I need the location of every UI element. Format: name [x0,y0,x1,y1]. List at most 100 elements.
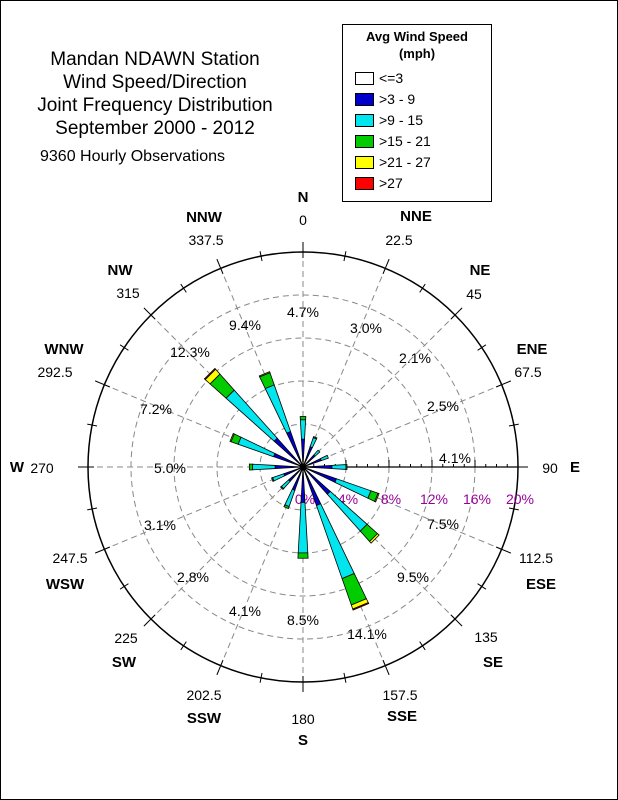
wind-bar-segment [352,602,370,611]
minor-tick [477,344,487,351]
wind-bar-segment [271,477,275,482]
direction-angle-label: 180 [291,711,315,727]
legend-label: >15 - 21 [379,133,431,149]
minor-tick [508,507,519,511]
direction-angle-label: 135 [474,629,498,645]
chart-title: Mandan NDAWN Station Wind Speed/Directio… [20,48,290,140]
legend-swatch [355,177,374,190]
radial-tick-label: 12% [420,491,448,507]
direction-angle-label: 202.5 [186,687,221,703]
direction-name-label: E [570,459,580,476]
direction-percent-label: 3.0% [350,320,382,336]
direction-percent-label: 8.5% [287,612,319,628]
direction-tick [143,614,156,627]
wind-bar-segment [345,464,348,470]
direction-tick [382,258,390,275]
legend-label: >27 [379,175,403,191]
direction-tick [382,659,390,676]
direction-percent-label: 9.4% [229,317,261,333]
direction-percent-label: 9.5% [397,569,429,585]
legend-label: >9 - 15 [379,112,423,128]
direction-name-label: N [298,189,309,206]
title-line: September 2000 - 2012 [55,118,255,139]
direction-name-label: W [10,459,25,476]
direction-percent-label: 2.5% [427,398,459,414]
minor-tick [419,641,426,651]
direction-name-label: ENE [517,341,548,358]
direction-percent-label: 14.1% [347,626,387,642]
minor-tick [119,344,129,351]
direction-name-label: S [298,732,308,749]
legend-title-line: Avg Wind Speed [366,29,468,44]
legend-swatch [355,72,374,85]
direction-percent-label: 7.2% [140,401,172,417]
direction-angle-label: 247.5 [52,550,87,566]
wind-bar-segment [299,416,307,421]
wind-bar-segment [248,463,253,471]
direction-angle-label: 225 [114,630,138,646]
direction-angle-label: 112.5 [519,550,553,566]
legend-label: <=3 [379,70,404,86]
direction-tick [450,614,463,627]
minor-tick [419,283,426,293]
minor-tick [180,283,187,293]
spoke-line [302,384,502,468]
legend-swatch [355,114,374,127]
minor-tick [87,423,98,427]
direction-percent-label: 3.1% [144,517,176,533]
wind-bar-segment [319,454,329,462]
minor-tick [508,423,519,427]
direction-angle-label: 67.5 [514,364,541,380]
wind-bar-segment [264,384,292,434]
minor-tick [119,583,129,590]
wind-bar-segment [369,533,380,544]
title-line: Wind Speed/Direction [63,72,247,93]
direction-name-label: SSW [187,710,222,727]
legend-label: >3 - 9 [379,91,416,107]
direction-name-label: ESE [526,576,556,593]
wind-bar-segment [331,464,347,470]
direction-tick [94,380,111,388]
legend-title-line: (mph) [398,46,436,61]
title-line: Mandan NDAWN Station [50,49,260,70]
minor-tick [87,507,98,511]
minor-tick [180,641,187,651]
direction-angle-label: 292.5 [37,364,72,380]
spoke-line [104,466,304,550]
direction-name-label: NE [470,262,491,279]
spoke-line [150,466,304,620]
minor-tick [259,672,263,683]
wind-bar-segment [313,449,321,457]
direction-percent-label: 2.1% [399,350,431,366]
legend: Avg Wind Speed (mph) <=3 >3 - 9 >9 - 15 >15… [342,24,492,202]
wind-bar-segment [284,488,296,508]
direction-name-label: NNW [186,209,223,226]
direction-angle-label: 157.5 [382,687,417,703]
wind-bar-segment [312,436,318,440]
direction-tick [495,380,512,388]
minor-tick [343,672,347,683]
radial-tick-label: 16% [463,491,491,507]
direction-percent-label: 12.3% [170,344,210,360]
wind-bar-segment [301,438,305,465]
direction-angle-label: 90 [542,460,558,476]
direction-tick [94,546,111,554]
direction-percent-label: 4.7% [287,304,319,320]
spoke-line [302,268,386,468]
spoke-line [302,314,456,468]
direction-name-label: NNE [400,208,432,225]
minor-tick [477,583,487,590]
direction-angle-label: 337.5 [188,232,223,248]
direction-percent-label: 7.5% [427,516,459,532]
direction-angle-label: 315 [116,285,140,301]
wind-bar-segment [299,419,307,440]
direction-name-label: WNW [44,341,84,358]
legend-swatch [355,93,374,106]
observation-count: 9360 Hourly Observations [40,148,225,165]
wind-bar-segment [300,469,306,503]
direction-percent-label: 4.1% [439,450,471,466]
wind-bar-segment [203,367,217,381]
direction-tick [143,307,156,320]
